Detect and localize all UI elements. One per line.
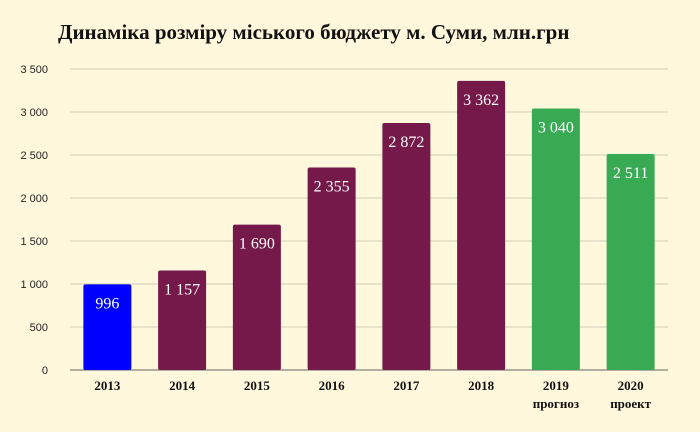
- x-tick-label: 2015: [244, 378, 271, 393]
- bar-value-label: 2 872: [388, 134, 424, 151]
- x-tick-label: 2019: [543, 378, 570, 393]
- bar: [232, 224, 281, 370]
- y-tick-label: 3 500: [20, 64, 48, 76]
- x-tick-sublabel: проект: [610, 396, 651, 411]
- bar: [307, 167, 356, 370]
- bar: [531, 108, 580, 370]
- y-tick-label: 2 000: [20, 193, 48, 205]
- chart-title: Динаміка розміру міського бюджету м. Сум…: [58, 20, 570, 44]
- y-tick-label: 1 500: [20, 236, 48, 248]
- bar-value-label: 1 690: [239, 236, 275, 253]
- y-tick-label: 2 500: [20, 150, 48, 162]
- bar-value-label: 996: [95, 295, 119, 312]
- y-tick-label: 500: [30, 322, 48, 334]
- x-tick-sublabel: прогноз: [533, 396, 579, 411]
- bar: [457, 80, 506, 371]
- x-tick-label: 2018: [468, 378, 495, 393]
- bar-value-label: 1 157: [164, 281, 200, 298]
- x-tick-label: 2020: [618, 378, 644, 393]
- x-tick-label: 2014: [169, 378, 196, 393]
- x-tick-label: 2016: [319, 378, 346, 393]
- x-tick-label: 2017: [393, 378, 420, 393]
- y-tick-label: 3 000: [20, 107, 48, 119]
- x-tick-label: 2013: [94, 378, 121, 393]
- bar: [606, 154, 655, 370]
- bar-value-label: 3 040: [538, 120, 574, 137]
- bar: [158, 270, 207, 370]
- bar: [83, 284, 132, 370]
- bar-value-label: 2 355: [314, 178, 350, 195]
- bar: [382, 123, 431, 371]
- bar-value-label: 3 362: [463, 92, 499, 109]
- y-tick-label: 1 000: [20, 279, 48, 291]
- bar-value-label: 2 511: [613, 165, 648, 182]
- y-tick-label: 0: [42, 365, 48, 377]
